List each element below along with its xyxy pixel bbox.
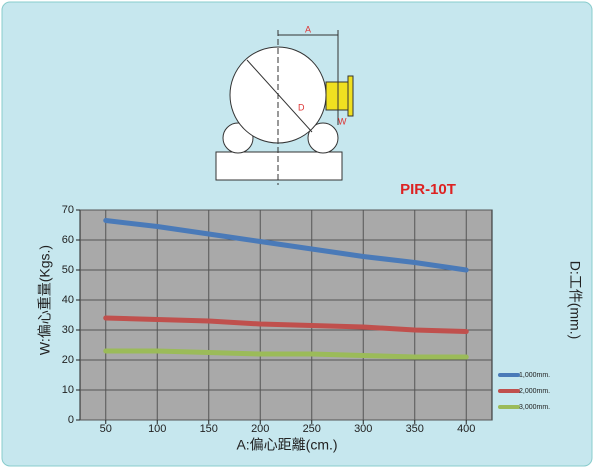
x-tick-label: 200: [251, 423, 269, 435]
y-tick-label: 20: [62, 354, 74, 366]
x-axis-label: A:偏心距離(cm.): [236, 437, 337, 453]
flange: [347, 75, 354, 117]
flange: [325, 81, 349, 111]
x-tick-label: 50: [100, 423, 112, 435]
x-tick-label: 250: [303, 423, 321, 435]
roller: [307, 122, 339, 154]
y-tick-label: 40: [62, 294, 74, 306]
x-tick-label: 100: [148, 423, 166, 435]
y-axis-label: W:偏心重量(Kgs.): [37, 245, 53, 355]
y-tick-label: 10: [62, 384, 74, 396]
diagram: [215, 30, 354, 185]
y-tick-label: 50: [62, 264, 74, 276]
x-tick-label: 300: [354, 423, 372, 435]
legend-title: D:工件(mm.): [567, 261, 583, 340]
x-tick-label: 400: [457, 423, 475, 435]
legend-label: 1,000mm.: [519, 372, 550, 379]
chart-title: PIR-10T: [400, 181, 456, 198]
legend-label: 2,000mm.: [519, 388, 550, 395]
y-tick-label: 30: [62, 324, 74, 336]
base: [215, 151, 343, 181]
series-line: [103, 348, 469, 360]
series-line: [103, 315, 469, 334]
x-tick-label: 350: [406, 423, 424, 435]
d-label: D: [298, 102, 305, 112]
y-tick-label: 70: [62, 204, 74, 216]
x-tick-label: 150: [200, 423, 218, 435]
w-label: W: [338, 116, 347, 126]
plot-area: [79, 209, 493, 421]
y-tick-label: 0: [68, 414, 74, 426]
a-label: A: [305, 24, 311, 34]
dia-line: [246, 59, 313, 133]
legend-label: 3,000mm.: [519, 404, 550, 411]
series-line: [103, 218, 469, 273]
y-tick-label: 60: [62, 234, 74, 246]
